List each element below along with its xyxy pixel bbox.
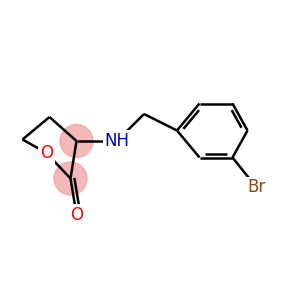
Text: Br: Br [248, 178, 266, 196]
Text: O: O [70, 206, 83, 224]
Circle shape [60, 124, 93, 158]
Circle shape [54, 162, 87, 195]
Text: O: O [40, 144, 53, 162]
Text: NH: NH [104, 132, 130, 150]
